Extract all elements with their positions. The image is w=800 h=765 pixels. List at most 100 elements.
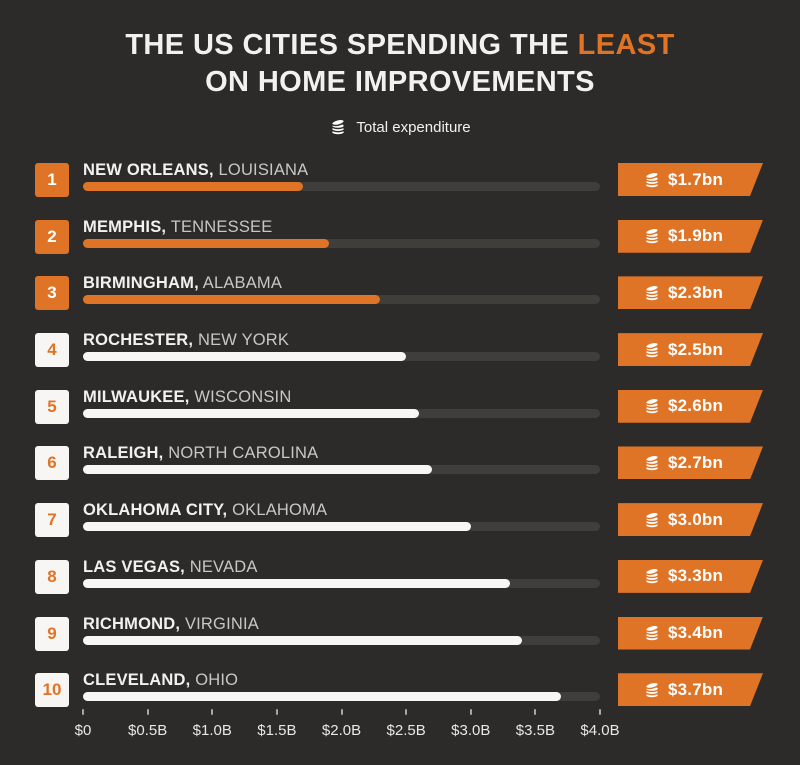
coins-icon bbox=[331, 118, 346, 136]
bar-track bbox=[83, 465, 600, 475]
value-badge: $2.6bn bbox=[618, 390, 763, 423]
title-text: THE US CITIES SPENDING THE bbox=[125, 29, 578, 61]
value-label: $2.3bn bbox=[667, 282, 724, 302]
state-name: OKLAHOMA bbox=[232, 501, 328, 520]
tick-label: $0 bbox=[74, 721, 92, 739]
value-badge: $3.3bn bbox=[618, 560, 763, 593]
city-label: BIRMINGHAM, ALABAMA bbox=[83, 274, 282, 292]
state-name: OHIO bbox=[195, 671, 239, 690]
rank-badge: 1 bbox=[35, 163, 69, 197]
value-label: $2.6bn bbox=[667, 396, 724, 416]
state-name: LOUISIANA bbox=[218, 161, 309, 179]
state-name: WISCONSIN bbox=[194, 387, 292, 406]
tick-mark bbox=[599, 708, 601, 715]
tick-label: $2.0B bbox=[321, 721, 362, 739]
bar-fill bbox=[83, 522, 471, 532]
value-label: $1.9bn bbox=[667, 226, 724, 246]
legend-label: Total expenditure bbox=[356, 118, 471, 136]
rank-badge: 10 bbox=[35, 673, 69, 708]
rank-badge: 9 bbox=[35, 616, 69, 651]
value-label: $1.7bn bbox=[667, 169, 724, 189]
value-label: $3.4bn bbox=[667, 623, 724, 642]
state-name: ALABAMA bbox=[202, 274, 283, 293]
tick-mark bbox=[340, 708, 343, 715]
chart-row: 9 RICHMOND, VIRGINIA $3.4bn bbox=[0, 615, 800, 672]
bar-track bbox=[83, 635, 600, 645]
value-label: $2.7bn bbox=[667, 452, 724, 472]
bar-fill bbox=[83, 352, 407, 362]
bar-track bbox=[83, 352, 600, 362]
coins-icon bbox=[643, 624, 661, 642]
city-label: CLEVELAND, OHIO bbox=[83, 671, 238, 689]
tick-label: $1.5B bbox=[257, 721, 297, 739]
rank-badge: 6 bbox=[35, 446, 69, 481]
chart-row: 7 OKLAHOMA CITY, OKLAHOMA $3.0bn bbox=[0, 501, 800, 558]
bar-track bbox=[83, 522, 600, 532]
title-highlight: LEAST bbox=[577, 29, 675, 61]
bar-track bbox=[83, 692, 600, 702]
bar-fill bbox=[83, 692, 562, 702]
coins-icon bbox=[643, 341, 661, 359]
city-label: MEMPHIS, TENNESSEE bbox=[83, 218, 272, 236]
city-label: NEW ORLEANS, LOUISIANA bbox=[83, 161, 308, 179]
value-badge: $3.7bn bbox=[618, 673, 763, 706]
rank-badge: 2 bbox=[35, 219, 69, 254]
value-badge: $2.3bn bbox=[618, 276, 763, 309]
tick-mark bbox=[534, 708, 537, 715]
tick-mark bbox=[275, 708, 278, 715]
value-badge: $2.7bn bbox=[618, 446, 763, 479]
value-badge: $1.7bn bbox=[618, 163, 763, 196]
tick-label: $0.5B bbox=[128, 721, 168, 739]
value-label: $3.7bn bbox=[667, 679, 724, 699]
coins-icon bbox=[643, 227, 661, 245]
city-label: OKLAHOMA CITY, OKLAHOMA bbox=[83, 501, 327, 519]
coins-icon bbox=[643, 681, 661, 699]
legend: Total expenditure bbox=[0, 117, 800, 137]
city-name: ROCHESTER, bbox=[83, 331, 194, 350]
tick-mark bbox=[82, 708, 84, 715]
city-label: MILWAUKEE, WISCONSIN bbox=[83, 388, 291, 406]
rank-badge: 4 bbox=[35, 333, 69, 368]
bar-track bbox=[83, 408, 600, 418]
value-badge: $1.9bn bbox=[618, 220, 763, 253]
chart-row: 4 ROCHESTER, NEW YORK $2.5bn bbox=[0, 331, 800, 388]
value-badge: $3.0bn bbox=[618, 503, 763, 536]
state-name: NEW YORK bbox=[197, 331, 290, 350]
value-label: $3.3bn bbox=[667, 566, 724, 586]
city-name: RICHMOND, bbox=[83, 614, 181, 633]
bar-track bbox=[83, 578, 600, 588]
bar-track bbox=[83, 182, 600, 191]
bar-fill bbox=[83, 295, 381, 305]
chart-rows: 1 NEW ORLEANS, LOUISIANA $1.7bn 2 MEMPHI… bbox=[0, 161, 800, 728]
coins-icon bbox=[643, 171, 661, 189]
state-name: NORTH CAROLINA bbox=[168, 444, 319, 463]
city-label: RALEIGH, NORTH CAROLINA bbox=[83, 444, 318, 462]
bar-fill bbox=[83, 635, 523, 645]
tick-label: $1.0B bbox=[192, 721, 232, 739]
city-label: ROCHESTER, NEW YORK bbox=[83, 331, 289, 349]
tick-label: $3.5B bbox=[515, 721, 555, 739]
state-name: VIRGINIA bbox=[184, 614, 259, 633]
title-line-2: ON HOME IMPROVEMENTS bbox=[205, 66, 595, 98]
chart-row: 6 RALEIGH, NORTH CAROLINA $2.7bn bbox=[0, 444, 800, 501]
rank-badge: 5 bbox=[35, 389, 69, 424]
coins-icon bbox=[643, 511, 661, 529]
tick-mark bbox=[405, 708, 408, 715]
coins-icon bbox=[643, 397, 661, 415]
bar-fill bbox=[83, 408, 420, 418]
chart-row: 1 NEW ORLEANS, LOUISIANA $1.7bn bbox=[0, 161, 800, 218]
city-name: MEMPHIS, bbox=[83, 217, 167, 236]
value-label: $2.5bn bbox=[667, 339, 724, 359]
chart-row: 10 CLEVELAND, OHIO $3.7bn bbox=[0, 671, 800, 728]
city-name: RALEIGH, bbox=[83, 444, 164, 463]
value-badge: $3.4bn bbox=[618, 617, 763, 650]
bar-track bbox=[83, 295, 600, 305]
chart-row: 8 LAS VEGAS, NEVADA $3.3bn bbox=[0, 558, 800, 615]
title-line-1: THE US CITIES SPENDING THE LEAST bbox=[0, 27, 800, 64]
bar-fill bbox=[83, 465, 432, 475]
city-name: OKLAHOMA CITY, bbox=[83, 501, 228, 520]
header: THE US CITIES SPENDING THE LEAST ON HOME… bbox=[0, 0, 800, 137]
bar-track bbox=[83, 238, 600, 248]
rank-badge: 8 bbox=[35, 559, 69, 594]
city-name: BIRMINGHAM, bbox=[83, 274, 199, 293]
